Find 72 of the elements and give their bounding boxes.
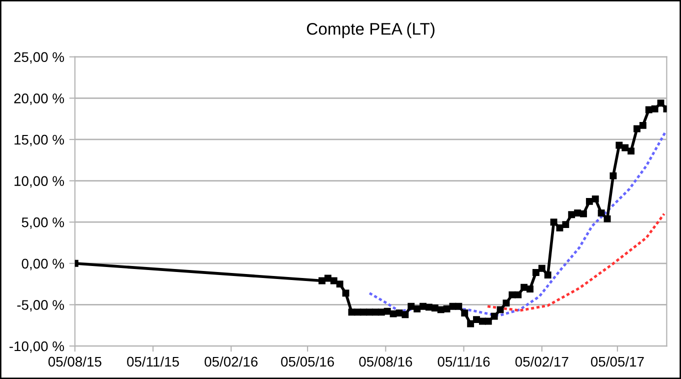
point [384,308,391,315]
point [657,100,664,107]
point [366,308,374,316]
x-tick-label: 05/11/15 [127,356,179,367]
point [354,308,362,316]
x-tick-label: 05/11/16 [438,356,490,367]
point [622,144,629,152]
point [330,277,338,284]
x-tick-label: 05/08/16 [359,356,412,367]
point [526,286,534,292]
point [360,308,368,316]
point [372,308,379,316]
point [342,290,350,297]
point [634,125,640,132]
y-tick-label: 15,00 % [14,134,64,146]
point [431,304,438,312]
y-tick-label: 10,00 % [14,176,64,188]
point [414,305,421,312]
point [408,302,415,310]
point [484,318,492,325]
point [628,148,635,155]
chart-title: Compte PEA (LT) [306,22,434,38]
point [443,305,450,312]
point [348,308,356,316]
y-tick-label: 0,00 % [22,258,64,270]
point [651,105,658,112]
point [592,195,599,202]
x-tick-label: 05/02/16 [204,356,258,367]
point [520,284,528,291]
point [455,302,462,310]
point [639,122,646,129]
point [568,211,576,218]
point [336,280,344,288]
point [318,277,326,284]
point [514,291,522,298]
point [616,142,623,149]
point [490,312,498,320]
x-tick-label: 05/08/15 [48,356,102,367]
point [598,210,605,216]
point [550,218,558,226]
point [580,210,587,218]
point [425,304,432,311]
point [402,311,409,318]
point [610,172,617,180]
point [604,215,611,222]
y-tick-label: 25,00 % [14,52,64,64]
y-tick-label: 20,00 % [14,93,64,105]
point [378,308,385,316]
point [574,210,582,216]
point [562,221,570,228]
point [508,291,516,298]
y-tick-label: -10,00 % [10,341,64,353]
point [538,264,546,272]
x-tick-label: 05/05/16 [281,356,334,367]
point [473,316,480,324]
x-tick-label: 05/05/17 [590,356,644,367]
point [467,320,474,328]
point [544,272,552,278]
point [586,198,593,205]
point [556,224,564,232]
point [390,310,397,318]
y-tick-label: 5,00 % [22,217,64,229]
point [420,302,426,310]
point [532,269,540,276]
y-tick-label: -5,00 % [17,300,64,312]
point [324,274,332,282]
point [502,300,510,307]
x-tick-label: 05/02/17 [515,356,568,367]
line-series [486,212,666,312]
point [461,310,468,316]
point [496,306,504,314]
point [437,306,444,314]
